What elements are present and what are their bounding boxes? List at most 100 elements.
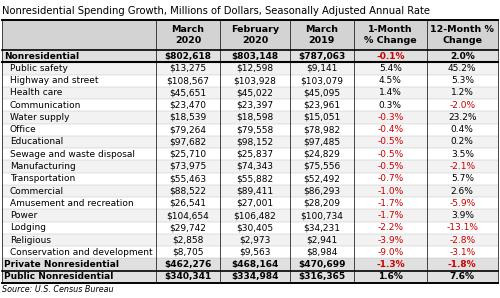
Bar bbox=[2, 111, 498, 124]
Text: Sewage and waste disposal: Sewage and waste disposal bbox=[10, 150, 135, 159]
Bar bbox=[2, 124, 498, 136]
Text: Private Nonresidential: Private Nonresidential bbox=[4, 260, 119, 269]
Bar bbox=[2, 50, 498, 62]
Text: 23.2%: 23.2% bbox=[448, 113, 476, 122]
Bar bbox=[2, 136, 498, 148]
Bar bbox=[2, 209, 498, 222]
Text: $25,710: $25,710 bbox=[170, 150, 206, 159]
Text: -3.1%: -3.1% bbox=[449, 248, 475, 257]
Text: 5.3%: 5.3% bbox=[451, 76, 474, 85]
Text: $103,079: $103,079 bbox=[300, 76, 344, 85]
Text: 1.6%: 1.6% bbox=[378, 272, 403, 281]
Text: -9.0%: -9.0% bbox=[377, 248, 404, 257]
Text: $468,164: $468,164 bbox=[232, 260, 278, 269]
Text: $106,482: $106,482 bbox=[234, 211, 276, 220]
Text: Water supply: Water supply bbox=[10, 113, 70, 122]
Text: $27,001: $27,001 bbox=[236, 199, 274, 208]
Bar bbox=[2, 87, 498, 99]
Bar bbox=[2, 62, 498, 74]
Text: -2.8%: -2.8% bbox=[449, 236, 475, 245]
Text: $28,209: $28,209 bbox=[304, 199, 341, 208]
Bar bbox=[2, 99, 498, 111]
Text: -0.5%: -0.5% bbox=[377, 150, 404, 159]
Text: $55,463: $55,463 bbox=[170, 174, 206, 183]
Text: Transportation: Transportation bbox=[10, 174, 75, 183]
Text: Communication: Communication bbox=[10, 101, 82, 110]
Text: -0.1%: -0.1% bbox=[376, 52, 404, 60]
Text: Highway and street: Highway and street bbox=[10, 76, 99, 85]
Text: Religious: Religious bbox=[10, 236, 51, 245]
Text: $52,492: $52,492 bbox=[304, 174, 341, 183]
Text: Conservation and development: Conservation and development bbox=[10, 248, 152, 257]
Text: Amusement and recreation: Amusement and recreation bbox=[10, 199, 134, 208]
Text: 7.6%: 7.6% bbox=[450, 272, 475, 281]
Text: -1.7%: -1.7% bbox=[377, 211, 404, 220]
Text: 4.5%: 4.5% bbox=[379, 76, 402, 85]
Text: $18,539: $18,539 bbox=[170, 113, 206, 122]
Text: 1-Month
% Change: 1-Month % Change bbox=[364, 25, 416, 45]
Text: $88,522: $88,522 bbox=[170, 187, 206, 195]
Text: -0.4%: -0.4% bbox=[378, 125, 404, 134]
Text: $462,276: $462,276 bbox=[164, 260, 212, 269]
Text: $2,973: $2,973 bbox=[240, 236, 270, 245]
Text: $9,563: $9,563 bbox=[239, 248, 270, 257]
Text: 5.7%: 5.7% bbox=[451, 174, 474, 183]
Text: -0.5%: -0.5% bbox=[377, 162, 404, 171]
Text: Office: Office bbox=[10, 125, 37, 134]
Bar bbox=[2, 234, 498, 246]
Text: $45,022: $45,022 bbox=[236, 89, 274, 97]
Text: 45.2%: 45.2% bbox=[448, 64, 476, 73]
Text: $15,051: $15,051 bbox=[304, 113, 341, 122]
Text: -0.5%: -0.5% bbox=[377, 137, 404, 147]
Text: Source: U.S. Census Bureau: Source: U.S. Census Bureau bbox=[2, 285, 114, 294]
Text: $340,341: $340,341 bbox=[164, 272, 212, 281]
Text: $34,231: $34,231 bbox=[304, 223, 341, 232]
Text: March
2020: March 2020 bbox=[172, 25, 204, 45]
Text: -2.1%: -2.1% bbox=[449, 162, 475, 171]
Bar bbox=[2, 173, 498, 185]
Text: $30,405: $30,405 bbox=[236, 223, 274, 232]
Text: $13,275: $13,275 bbox=[170, 64, 206, 73]
Text: $9,141: $9,141 bbox=[306, 64, 338, 73]
Bar bbox=[2, 160, 498, 173]
Text: Power: Power bbox=[10, 211, 37, 220]
Text: -5.9%: -5.9% bbox=[449, 199, 475, 208]
Text: $97,485: $97,485 bbox=[304, 137, 341, 147]
Text: $802,618: $802,618 bbox=[164, 52, 212, 60]
Text: $79,558: $79,558 bbox=[236, 125, 274, 134]
Text: $803,148: $803,148 bbox=[232, 52, 278, 60]
Text: 0.2%: 0.2% bbox=[451, 137, 473, 147]
Bar bbox=[2, 148, 498, 160]
Text: -2.0%: -2.0% bbox=[449, 101, 475, 110]
Text: Nonresidential Spending Growth, Millions of Dollars, Seasonally Adjusted Annual : Nonresidential Spending Growth, Millions… bbox=[2, 6, 430, 16]
Text: 5.4%: 5.4% bbox=[379, 64, 402, 73]
Text: $45,095: $45,095 bbox=[304, 89, 341, 97]
Text: 0.4%: 0.4% bbox=[451, 125, 473, 134]
Text: 2.0%: 2.0% bbox=[450, 52, 474, 60]
Text: $98,152: $98,152 bbox=[236, 137, 274, 147]
Text: Commercial: Commercial bbox=[10, 187, 64, 195]
Text: $2,858: $2,858 bbox=[172, 236, 204, 245]
Text: Health care: Health care bbox=[10, 89, 62, 97]
Text: $100,734: $100,734 bbox=[300, 211, 344, 220]
Bar bbox=[2, 271, 498, 283]
Text: -1.8%: -1.8% bbox=[448, 260, 476, 269]
Text: $73,975: $73,975 bbox=[170, 162, 206, 171]
Text: $8,705: $8,705 bbox=[172, 248, 204, 257]
Bar bbox=[2, 74, 498, 87]
Text: $23,470: $23,470 bbox=[170, 101, 206, 110]
Text: 1.2%: 1.2% bbox=[451, 89, 473, 97]
Text: $86,293: $86,293 bbox=[304, 187, 341, 195]
Bar bbox=[2, 185, 498, 197]
Text: 3.9%: 3.9% bbox=[451, 211, 474, 220]
Text: $2,941: $2,941 bbox=[306, 236, 338, 245]
Text: $470,699: $470,699 bbox=[298, 260, 346, 269]
Bar bbox=[2, 258, 498, 271]
Text: $103,928: $103,928 bbox=[234, 76, 276, 85]
Text: -0.7%: -0.7% bbox=[377, 174, 404, 183]
Text: $74,343: $74,343 bbox=[236, 162, 274, 171]
Text: $24,829: $24,829 bbox=[304, 150, 341, 159]
Text: $78,982: $78,982 bbox=[304, 125, 341, 134]
Text: $23,961: $23,961 bbox=[304, 101, 341, 110]
Text: $45,651: $45,651 bbox=[170, 89, 206, 97]
